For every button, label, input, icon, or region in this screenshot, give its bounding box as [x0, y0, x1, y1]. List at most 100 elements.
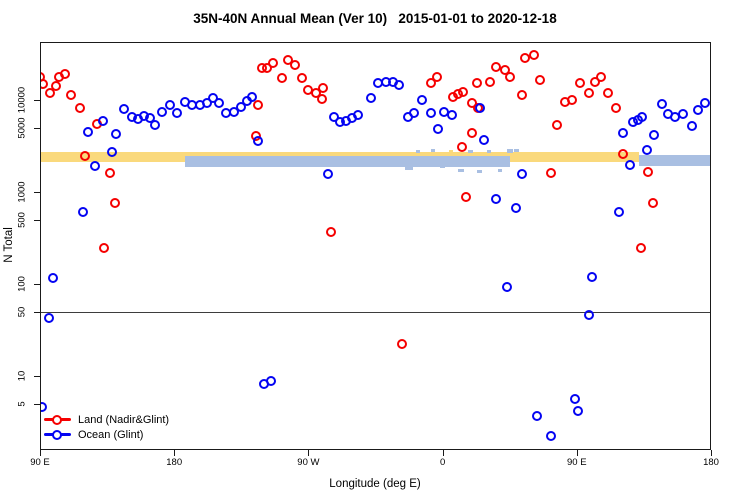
scatter-point-ocean — [692, 104, 703, 115]
scatter-point-ocean — [82, 126, 93, 137]
scatter-point-ocean — [573, 405, 584, 416]
scatter-point-ocean — [637, 112, 648, 123]
scatter-point-ocean — [649, 130, 660, 141]
scatter-point-ocean — [228, 107, 239, 118]
scatter-point-land — [45, 88, 56, 99]
band-speckle — [467, 149, 473, 153]
scatter-point-land — [267, 58, 278, 69]
scatter-point-land — [51, 80, 62, 91]
y-tick — [34, 403, 40, 405]
scatter-point-land — [504, 71, 515, 82]
scatter-point-land — [40, 79, 48, 90]
y-tick-label: 5 — [16, 401, 28, 407]
scatter-point-land — [467, 97, 478, 108]
x-tick-label: 0 — [439, 457, 446, 468]
scatter-point-land — [397, 339, 408, 350]
scatter-point-ocean — [625, 160, 636, 171]
y-tick — [34, 127, 40, 129]
scatter-point-ocean — [111, 129, 122, 139]
band-speckle — [439, 165, 445, 169]
scatter-point-ocean — [516, 168, 527, 179]
plot-border — [40, 42, 711, 450]
scatter-point-land — [60, 68, 71, 79]
y-tick — [34, 192, 40, 193]
scatter-point-ocean — [48, 273, 59, 284]
scatter-point-ocean — [686, 121, 697, 132]
scatter-point-land — [574, 78, 585, 88]
scatter-point-land — [75, 102, 86, 113]
y-tick-label: 10 — [16, 370, 28, 382]
scatter-point-ocean — [213, 97, 224, 108]
band-speckle — [487, 150, 492, 154]
scatter-point-ocean — [501, 281, 512, 292]
y-tick-label: 10000 — [16, 86, 28, 114]
scatter-point-ocean — [172, 107, 183, 118]
scatter-point-land — [431, 71, 442, 82]
legend-label: Ocean (Glint) — [78, 429, 144, 441]
y-tick — [34, 100, 40, 101]
legend-label: Land (Nadir&Glint) — [78, 414, 170, 426]
scatter-point-ocean — [366, 93, 377, 104]
count-limit-band-ocean — [184, 156, 510, 168]
scatter-point-ocean — [586, 272, 597, 283]
legend-item: Ocean (Glint) — [0, 428, 250, 442]
scatter-point-land — [471, 78, 482, 88]
scatter-point-ocean — [446, 109, 457, 120]
scatter-point-ocean — [90, 160, 101, 171]
scatter-point-ocean — [491, 193, 502, 204]
scatter-point-land — [458, 87, 469, 98]
scatter-point-ocean — [43, 312, 54, 323]
scatter-point-land — [519, 53, 530, 63]
scatter-point-land — [516, 90, 527, 101]
scatter-point-ocean — [546, 431, 557, 442]
x-tick — [576, 450, 578, 456]
scatter-point-land — [276, 73, 287, 84]
scatter-point-ocean — [479, 135, 490, 146]
scatter-point-land — [66, 90, 77, 101]
reference-line-50 — [40, 311, 711, 314]
scatter-point-land — [316, 93, 327, 104]
scatter-point-ocean — [164, 99, 175, 110]
scatter-point-land — [318, 83, 329, 93]
scatter-point-ocean — [433, 123, 444, 134]
scatter-point-land — [467, 127, 478, 138]
plot-area — [40, 42, 711, 450]
legend-item: Land (Nadir&Glint) — [0, 413, 250, 427]
scatter-point-ocean — [394, 80, 405, 91]
scatter-point-land — [261, 62, 272, 73]
band-speckle — [457, 168, 464, 172]
band-speckle — [476, 169, 482, 173]
band-speckle — [497, 168, 502, 172]
scatter-point-land — [456, 141, 467, 152]
scatter-point-ocean — [570, 394, 581, 405]
scatter-point-ocean — [474, 102, 485, 113]
scatter-point-land — [297, 73, 308, 84]
scatter-point-ocean — [700, 98, 711, 109]
x-tick-label: 90 W — [297, 457, 320, 468]
x-axis-label: Longitude (deg E) — [329, 478, 421, 490]
scatter-point-land — [589, 76, 600, 87]
band-speckle — [415, 149, 420, 153]
scatter-point-ocean — [531, 410, 542, 421]
scatter-point-ocean — [157, 107, 168, 118]
chart-title: 35N-40N Annual Mean (Ver 10) 2015-01-01 … — [193, 11, 557, 26]
y-axis-label: N Total — [3, 227, 15, 263]
scatter-point-ocean — [613, 206, 624, 217]
scatter-point-ocean — [236, 101, 247, 112]
scatter-point-land — [99, 243, 110, 254]
x-tick-label: 180 — [703, 457, 719, 468]
scatter-point-land — [461, 192, 472, 203]
scatter-point-ocean — [149, 120, 160, 131]
scatter-point-ocean — [266, 376, 277, 387]
x-tick-label: 90 E — [567, 457, 587, 468]
scatter-point-ocean — [78, 206, 89, 217]
x-tick — [711, 450, 712, 456]
scatter-point-land — [567, 95, 578, 105]
scatter-point-ocean — [322, 168, 333, 179]
band-speckle — [448, 150, 453, 154]
scatter-point-ocean — [352, 109, 363, 120]
scatter-point-land — [252, 100, 263, 111]
scatter-point-ocean — [416, 95, 427, 105]
scatter-point-ocean — [106, 147, 117, 158]
y-tick-label: 50 — [16, 306, 28, 317]
